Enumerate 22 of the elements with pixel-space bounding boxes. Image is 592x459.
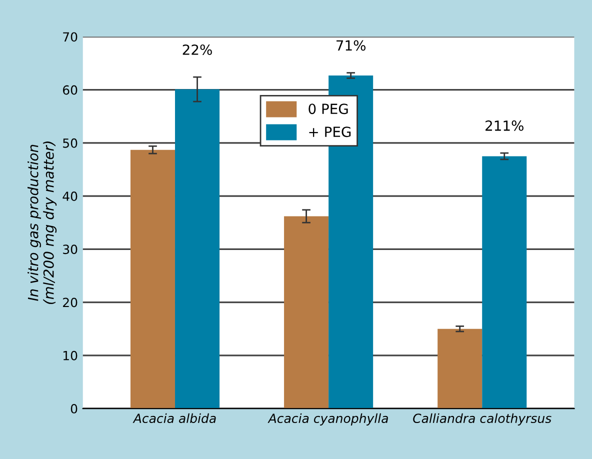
- bar: [284, 216, 329, 409]
- y-tick-label: 60: [62, 85, 78, 95]
- annotation: 22%: [182, 44, 212, 55]
- legend-label: 0 PEG: [308, 104, 348, 114]
- x-tick-label: Acacia albida: [132, 413, 216, 424]
- annotation: 211%: [486, 120, 524, 131]
- annotation: 71%: [336, 40, 366, 51]
- y-tick-label: 20: [63, 298, 78, 308]
- y-axis-title: In vitro gas production (ml/200 mg dry matter): [28, 142, 57, 304]
- y-tick-label: 50: [63, 138, 78, 148]
- x-tick-label: Calliandra calothyrsus: [413, 413, 552, 426]
- y-tick-label: 30: [63, 244, 78, 254]
- y-tick-label: 10: [63, 350, 78, 360]
- y-tick-label: 0: [70, 404, 78, 414]
- y-tick-label: 40: [62, 192, 78, 201]
- bar: [438, 328, 482, 409]
- bar: [175, 89, 220, 409]
- bar: [130, 150, 176, 409]
- x-tick-label: Acacia cyanophylla: [268, 413, 388, 426]
- bar: [482, 156, 527, 409]
- y-tick-label: 70: [63, 32, 78, 42]
- legend-label: + PEG: [309, 126, 351, 138]
